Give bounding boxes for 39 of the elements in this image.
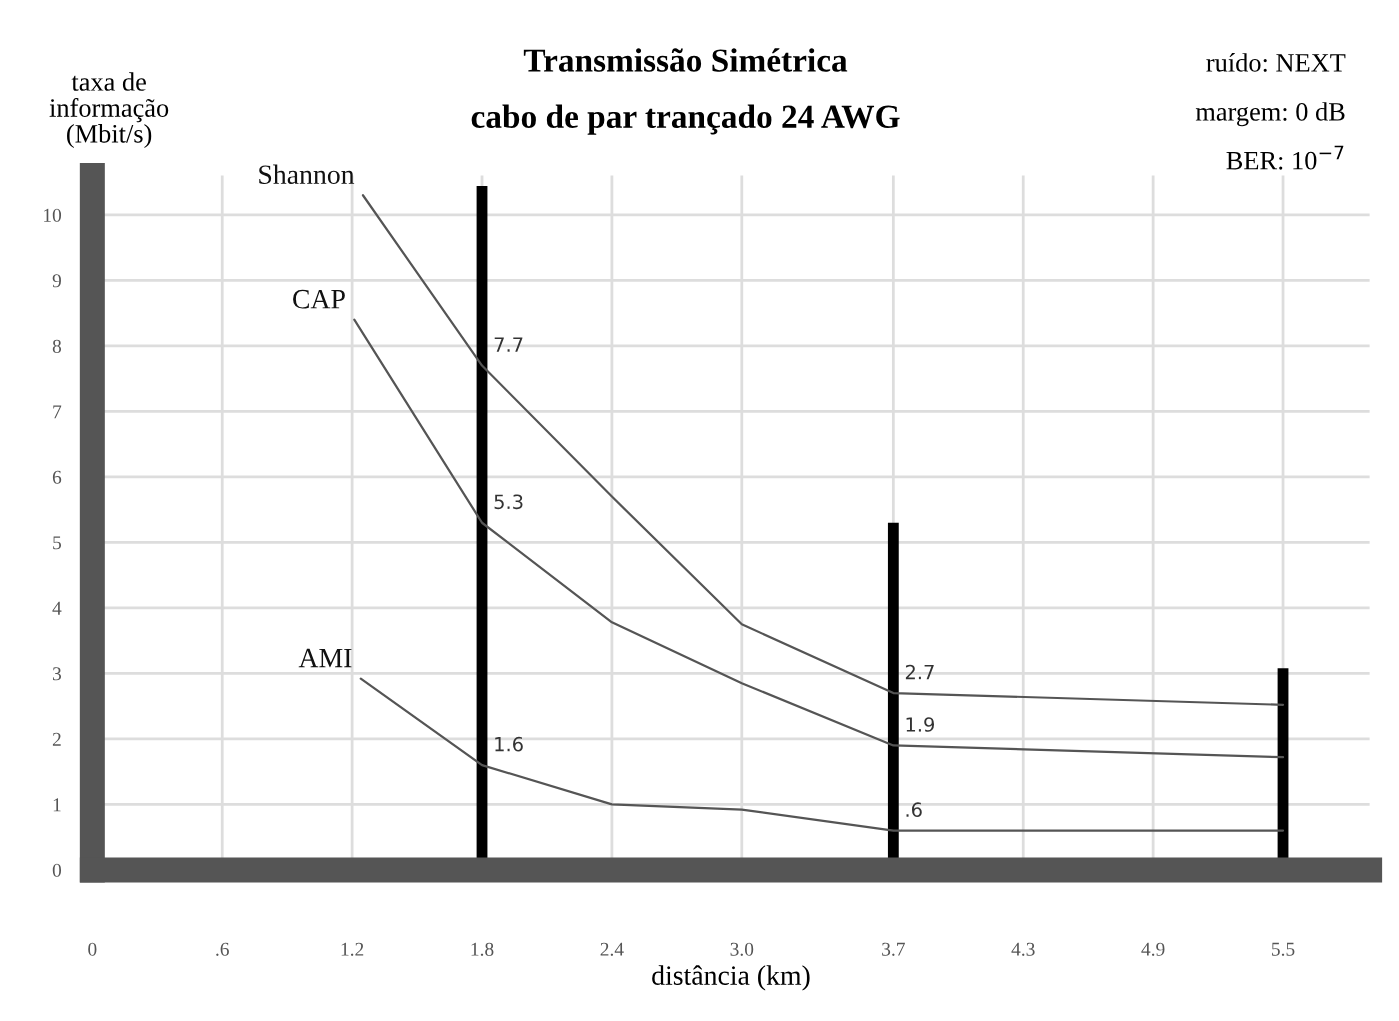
y-tick-label: 4 [52, 601, 62, 615]
data-label: 1.6 [495, 736, 523, 752]
text: margem: 0 dB [1195, 102, 1345, 127]
x-tick-label: 3.0 [730, 942, 754, 956]
data-label: .6 [906, 802, 922, 817]
series-label: Shannon [259, 164, 355, 185]
text: BER: 10$^{−7}$ [1226, 145, 1344, 170]
line-series [361, 194, 1285, 706]
y-tick-label: 10 [44, 208, 62, 222]
x-tick-label: 3.7 [882, 942, 905, 956]
y-tick-label: 8 [52, 339, 62, 353]
y-tick-label: 1 [53, 798, 61, 812]
series-label: AMI [298, 648, 352, 668]
x-tick-label: 4.9 [1141, 942, 1165, 956]
y-tick-label: 6 [52, 470, 62, 484]
x-tick-label: 2.4 [600, 942, 624, 956]
x-tick-label: .6 [216, 942, 229, 956]
data-label: 2.7 [905, 664, 934, 680]
y-tick-label: 0 [52, 863, 62, 877]
y-tick-label: 2 [52, 732, 61, 746]
x-tick-label: 1.8 [471, 942, 494, 956]
y-tick-label: 7 [53, 405, 62, 419]
data-label: 5.3 [494, 494, 523, 510]
chart-subtitle: cabo de par trançado 24 AWG [471, 104, 900, 135]
series-label: CAP [293, 289, 345, 309]
y-axis-title: taxa de informação (Mbit/s) [49, 72, 169, 149]
y-tick-label: 9 [52, 274, 61, 288]
chart-title: Transmissão Simétrica [523, 48, 848, 72]
y-tick-label: 5 [53, 536, 62, 550]
data-label: 1.9 [906, 717, 935, 732]
x-tick-label: 1.2 [341, 942, 364, 956]
x-tick-label: 5.5 [1272, 942, 1295, 956]
x-tick-label: 4.3 [1011, 942, 1035, 956]
x-tick-label: 0 [88, 942, 97, 956]
data-label: 7.7 [494, 337, 523, 352]
y-tick-label: 3 [52, 667, 62, 681]
x-axis-title: distância (km) [652, 965, 810, 991]
text: ruído: NEXT [1206, 53, 1346, 72]
line-series [353, 318, 1285, 759]
